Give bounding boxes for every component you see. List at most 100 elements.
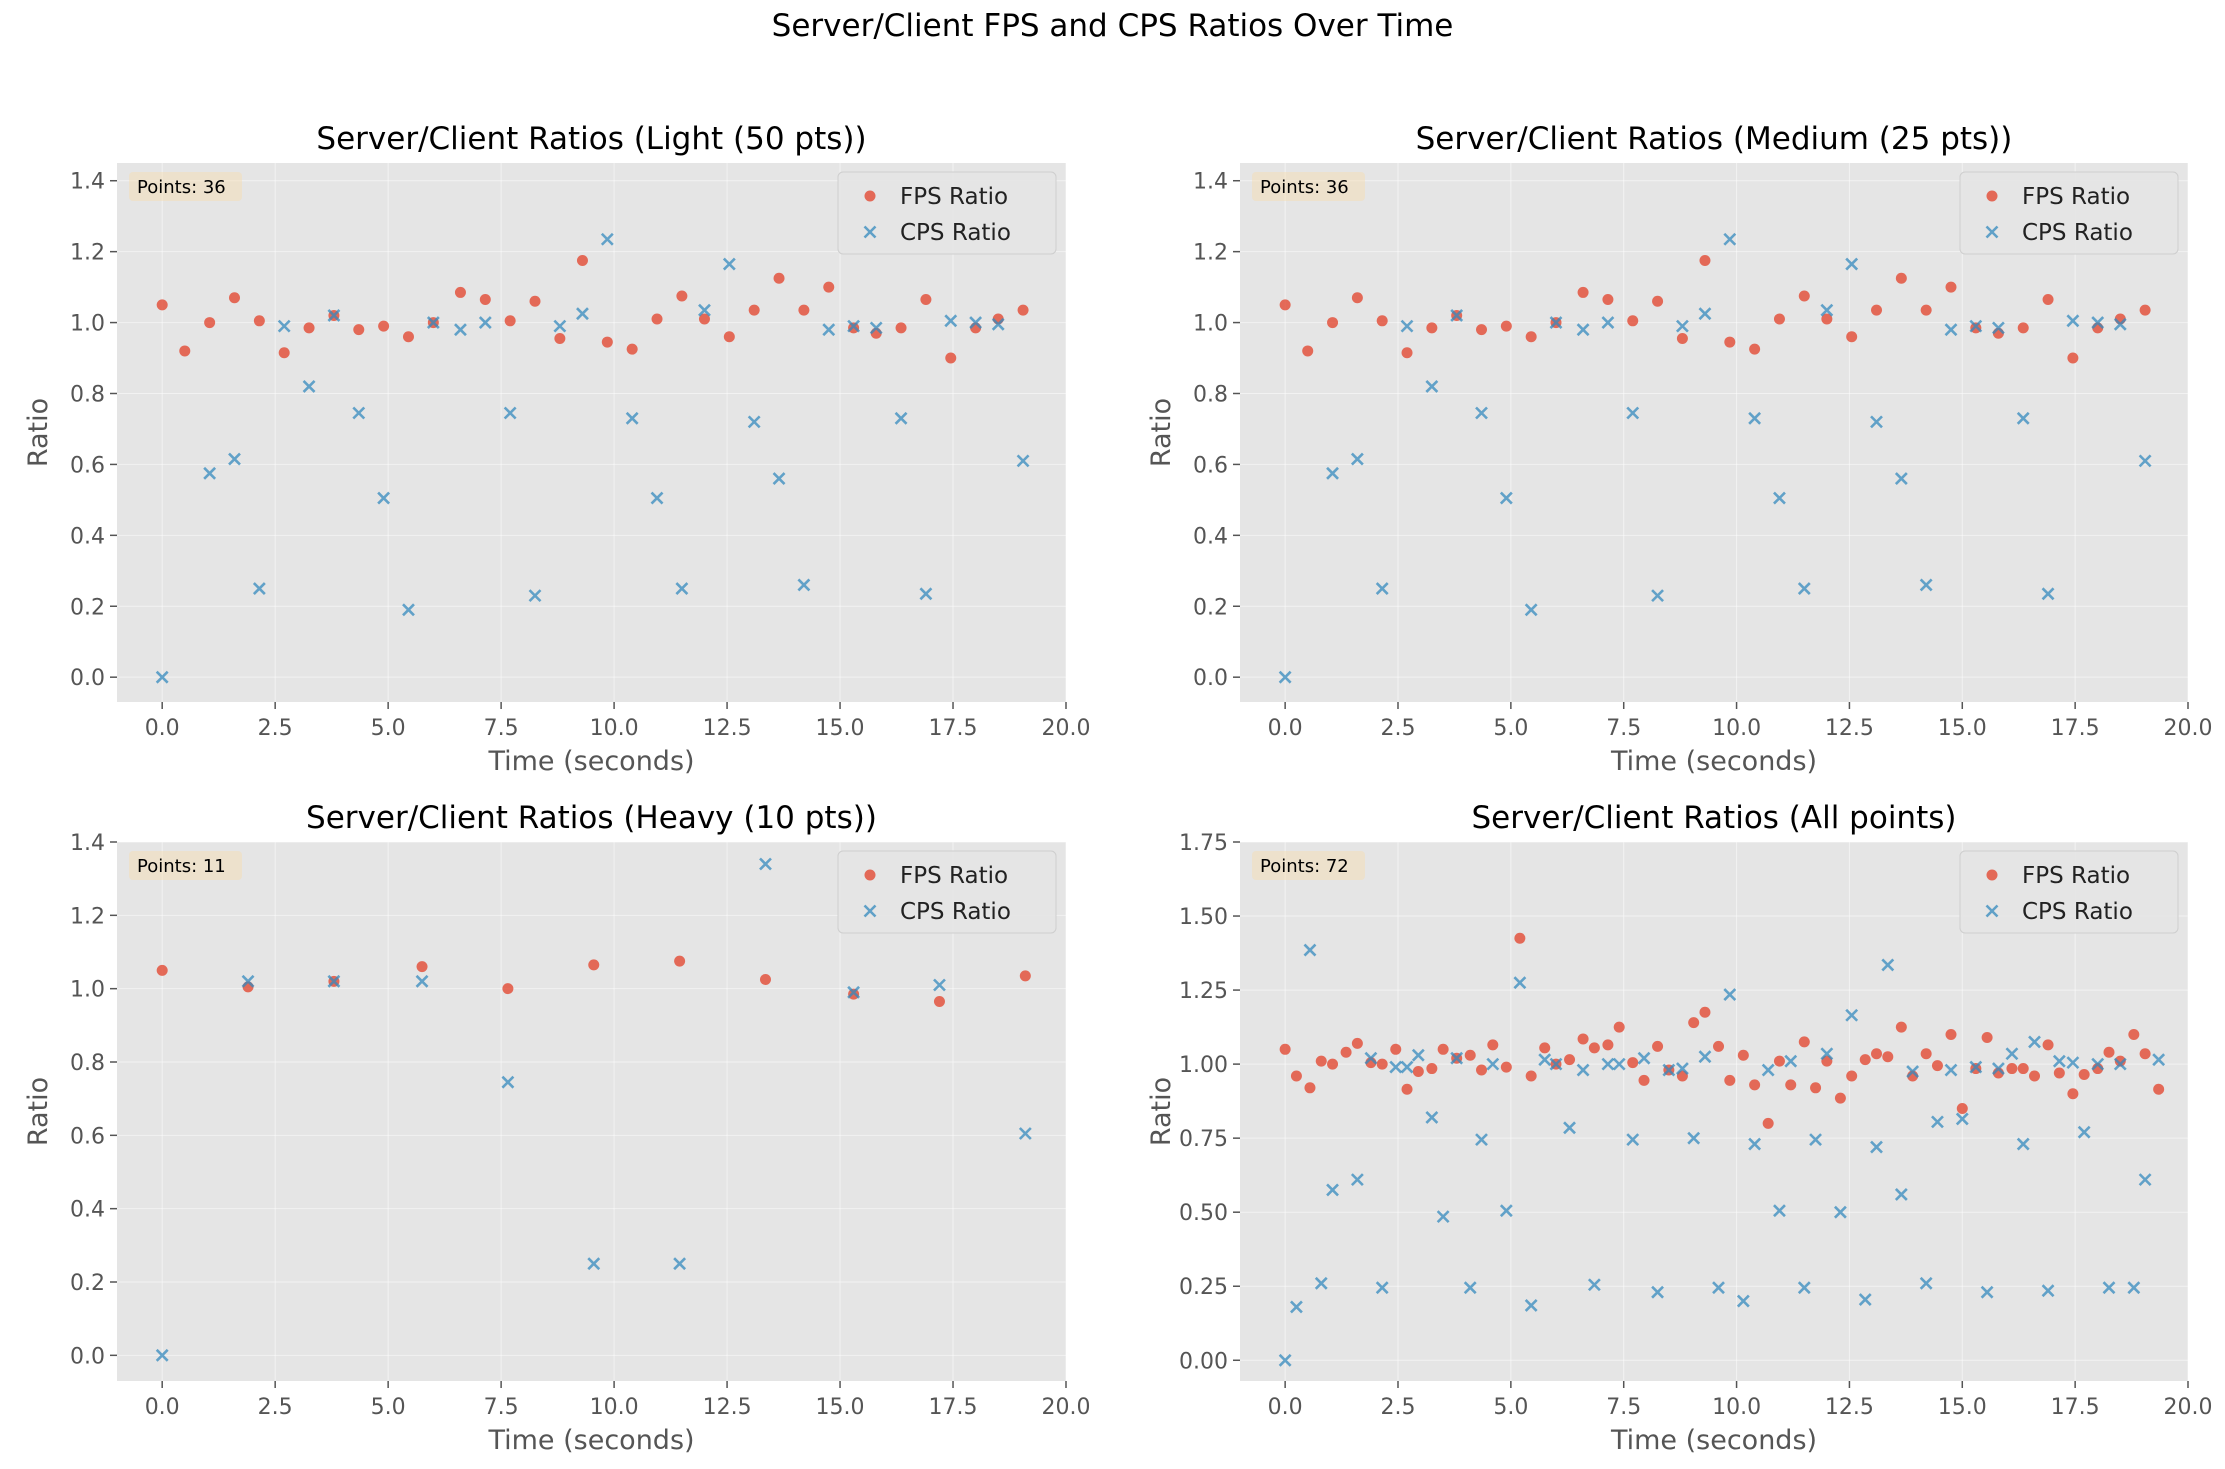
x-tick-label: 15.0 — [1938, 716, 1987, 741]
cps-ratio-point — [1326, 466, 1339, 480]
y-tick-label: 1.25 — [1179, 979, 1228, 1004]
cps-ratio-point — [797, 578, 811, 592]
cps-ratio-point — [1563, 1121, 1576, 1135]
legend-fps-marker — [864, 190, 876, 202]
x-tick-label: 5.0 — [1493, 1395, 1528, 1420]
cps-ratio-point — [600, 232, 614, 246]
cps-ratio-point — [1820, 303, 1834, 317]
cps-ratio-point — [1326, 1183, 1339, 1197]
cps-ratio-point — [1784, 1054, 1798, 1068]
cps-ratio-point — [2091, 1057, 2105, 1071]
cps-ratio-point — [1538, 1053, 1552, 1067]
x-tick-label: 17.5 — [2051, 716, 2100, 741]
legend-box — [837, 171, 1057, 255]
y-axis-label: Ratio — [23, 1077, 54, 1146]
cps-ratio-point — [1748, 411, 1762, 425]
y-tick-label: 1.2 — [70, 904, 105, 929]
cps-ratio-point — [1894, 472, 1908, 486]
cps-ratio-point — [1820, 1047, 1834, 1061]
y-tick-label: 0.6 — [1193, 453, 1228, 478]
cps-ratio-point — [1919, 1276, 1933, 1290]
x-tick-label: 20.0 — [2164, 1395, 2213, 1420]
fps-ratio-point — [1859, 1054, 1871, 1066]
y-tick-label: 1.0 — [70, 312, 105, 337]
x-tick-label: 5.0 — [371, 716, 406, 741]
fps-ratio-point — [2128, 1029, 2140, 1040]
cps-ratio-point — [1400, 1060, 1414, 1074]
fps-ratio-point — [454, 286, 466, 298]
cps-ratio-point — [1675, 1062, 1689, 1075]
cps-ratio-point — [869, 321, 883, 335]
x-axis-label: Time (seconds) — [487, 746, 694, 777]
fps-ratio-point — [1315, 1055, 1327, 1067]
x-axis-label: Time (seconds) — [487, 1425, 694, 1456]
x-tick-label: 12.5 — [1825, 1395, 1874, 1420]
fps-ratio-point — [1627, 315, 1639, 327]
legend-cps-label: CPS Ratio — [2022, 220, 2133, 246]
fps-ratio-point — [1602, 1039, 1614, 1051]
y-tick-label: 0.4 — [70, 1198, 105, 1223]
points-badge — [1252, 172, 1365, 201]
fps-ratio-point — [1412, 1066, 1424, 1078]
fps-ratio-point — [723, 331, 735, 343]
fps-ratio-point — [1871, 304, 1883, 316]
cps-ratio-point — [1969, 1060, 1983, 1074]
fps-ratio-point — [1945, 1029, 1957, 1040]
fps-ratio-point — [353, 324, 365, 336]
legend-fps-marker — [864, 869, 876, 881]
fps-ratio-point — [416, 961, 428, 973]
cps-ratio-point — [1436, 1210, 1450, 1224]
points-count: Points: 72 — [1260, 856, 1349, 877]
cps-ratio-point — [919, 587, 933, 601]
x-tick-label: 20.0 — [2164, 716, 2213, 741]
fps-ratio-point — [1638, 1074, 1650, 1086]
cps-ratio-point — [228, 452, 241, 466]
cps-ratio-point — [1303, 943, 1317, 957]
cps-ratio-point — [625, 411, 639, 425]
cps-ratio-point — [1513, 976, 1527, 990]
fps-ratio-point — [2153, 1083, 2165, 1095]
cps-ratio-point — [2066, 314, 2080, 328]
cps-ratio-point — [2113, 317, 2127, 331]
fps-ratio-point — [2139, 304, 2151, 316]
cps-ratio-point — [894, 411, 908, 425]
fps-ratio-point — [1724, 1074, 1736, 1086]
cps-ratio-point — [1845, 257, 1859, 271]
fps-ratio-point — [2042, 1039, 2054, 1051]
fps-ratio-point — [1920, 304, 1932, 316]
cps-ratio-point — [1651, 1285, 1664, 1299]
fps-ratio-point — [1956, 1103, 1968, 1115]
fps-ratio-point — [1810, 1082, 1822, 1094]
fps-ratio-point — [1749, 343, 1761, 355]
subplot-4: 0.0 2.5 5.0 7.5 10.0 12.5 15.0 17.5 20.0 0.00 0.25… — [1146, 800, 2212, 1456]
x-tick-label: 20.0 — [1042, 1395, 1091, 1420]
y-tick-label: 0.6 — [70, 1124, 105, 1149]
fps-ratio-point — [1762, 1117, 1774, 1129]
y-tick-label: 1.4 — [70, 170, 105, 195]
cps-ratio-point — [822, 323, 836, 337]
fps-ratio-point — [2053, 1067, 2065, 1079]
cps-ratio-point — [2102, 1281, 2116, 1295]
fps-ratio-point — [2103, 1046, 2115, 1058]
fps-ratio-point — [204, 317, 216, 329]
fps-ratio-point — [1676, 333, 1688, 345]
fps-ratio-point — [1019, 970, 1031, 982]
fps-ratio-point — [676, 290, 688, 302]
fps-ratio-point — [1017, 304, 1029, 316]
fps-ratio-point — [2078, 1068, 2090, 1080]
y-tick-label: 0.0 — [70, 666, 105, 691]
cps-ratio-point — [1278, 670, 1292, 684]
points-badge — [129, 851, 242, 880]
fps-ratio-point — [303, 322, 315, 334]
fps-ratio-point — [1500, 1061, 1512, 1073]
fps-ratio-point — [1426, 322, 1438, 334]
fps-ratio-point — [1476, 1064, 1488, 1076]
fps-ratio-point — [1737, 1049, 1749, 1061]
cps-ratio-point — [1411, 1048, 1425, 1062]
fps-ratio-point — [1401, 1083, 1413, 1095]
cps-ratio-point — [352, 406, 366, 420]
cps-ratio-point — [1736, 1294, 1750, 1308]
cps-ratio-point — [2091, 316, 2105, 329]
legend: FPS Ratio CPS Ratio — [837, 171, 1057, 255]
